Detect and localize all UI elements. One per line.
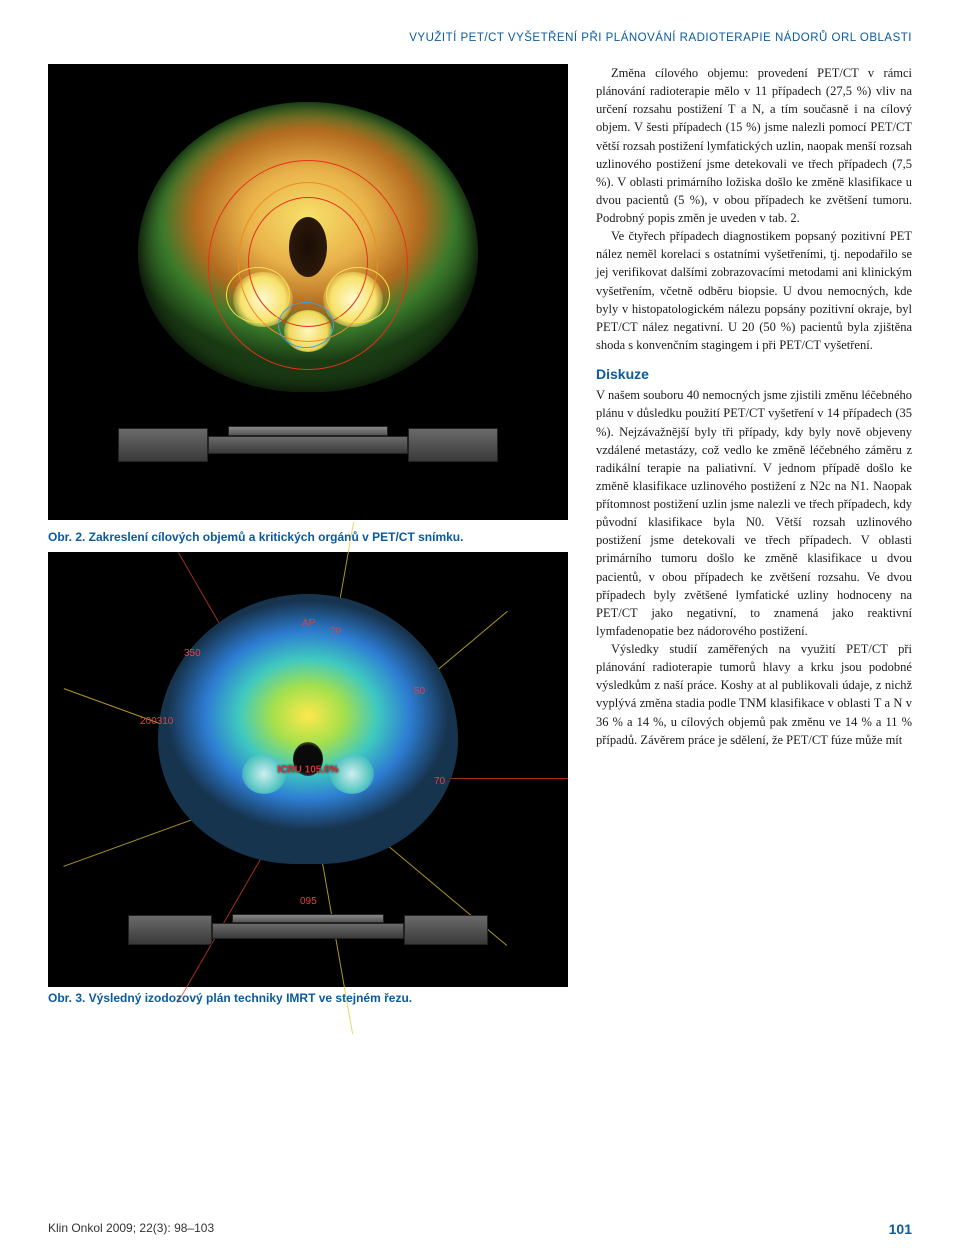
couch-block xyxy=(128,915,212,945)
paragraph: V našem souboru 40 nemocných jsme zjisti… xyxy=(596,386,912,640)
couch-plank-top xyxy=(232,914,384,923)
beam-angle-label: 20 xyxy=(330,626,341,637)
beam-angle-label: 350 xyxy=(184,648,201,659)
paragraph: Výsledky studií zaměřených na využití PE… xyxy=(596,640,912,749)
couch-plank xyxy=(208,436,408,454)
page-number: 101 xyxy=(889,1221,912,1237)
beam-angle-label: 200310 xyxy=(140,716,173,727)
couch-plank-top xyxy=(228,426,388,436)
two-column-content: Obr. 2. Zakreslení cílových objemů a kri… xyxy=(48,64,912,1013)
icru-label: ICRU 105.0% xyxy=(277,764,338,775)
section-heading-discussion: Diskuze xyxy=(596,364,912,384)
couch-block xyxy=(404,915,488,945)
journal-citation: Klin Onkol 2009; 22(3): 98–103 xyxy=(48,1221,214,1237)
beam-angle-label: 50 xyxy=(414,686,425,697)
figure-2-caption: Obr. 2. Zakreslení cílových objemů a kri… xyxy=(48,530,568,544)
paragraph: Změna cílového objemu: provedení PET/CT … xyxy=(596,64,912,227)
couch-block xyxy=(408,428,498,462)
contour-line xyxy=(208,160,408,370)
ct-couch xyxy=(118,402,498,462)
figure-3-canvas: ICRU 105.0% 20AP5070095200310350 xyxy=(62,566,554,973)
paragraph: Ve čtyřech případech diagnostikem popsan… xyxy=(596,227,912,354)
couch-block xyxy=(118,428,208,462)
beam-angle-label: 70 xyxy=(434,776,445,787)
figure-2-petct-contours xyxy=(48,64,568,520)
beam-angle-label: AP xyxy=(302,618,315,629)
axial-head-slice xyxy=(138,102,478,392)
journal-page: VYUŽITÍ PET/CT VYŠETŘENÍ PŘI PLÁNOVÁNÍ R… xyxy=(0,0,960,1257)
ct-couch xyxy=(128,891,488,945)
running-head: VYUŽITÍ PET/CT VYŠETŘENÍ PŘI PLÁNOVÁNÍ R… xyxy=(48,32,912,44)
page-footer: Klin Onkol 2009; 22(3): 98–103 101 xyxy=(48,1221,912,1237)
figures-column: Obr. 2. Zakreslení cílových objemů a kri… xyxy=(48,64,568,1013)
figure-3-isodose-plan: ICRU 105.0% 20AP5070095200310350 xyxy=(48,552,568,987)
axial-head-dose xyxy=(158,594,458,864)
text-column: Změna cílového objemu: provedení PET/CT … xyxy=(596,64,912,1013)
figure-2-canvas xyxy=(66,82,550,502)
couch-plank xyxy=(212,923,404,939)
figure-3-caption: Obr. 3. Výsledný izodozový plán techniky… xyxy=(48,991,568,1005)
